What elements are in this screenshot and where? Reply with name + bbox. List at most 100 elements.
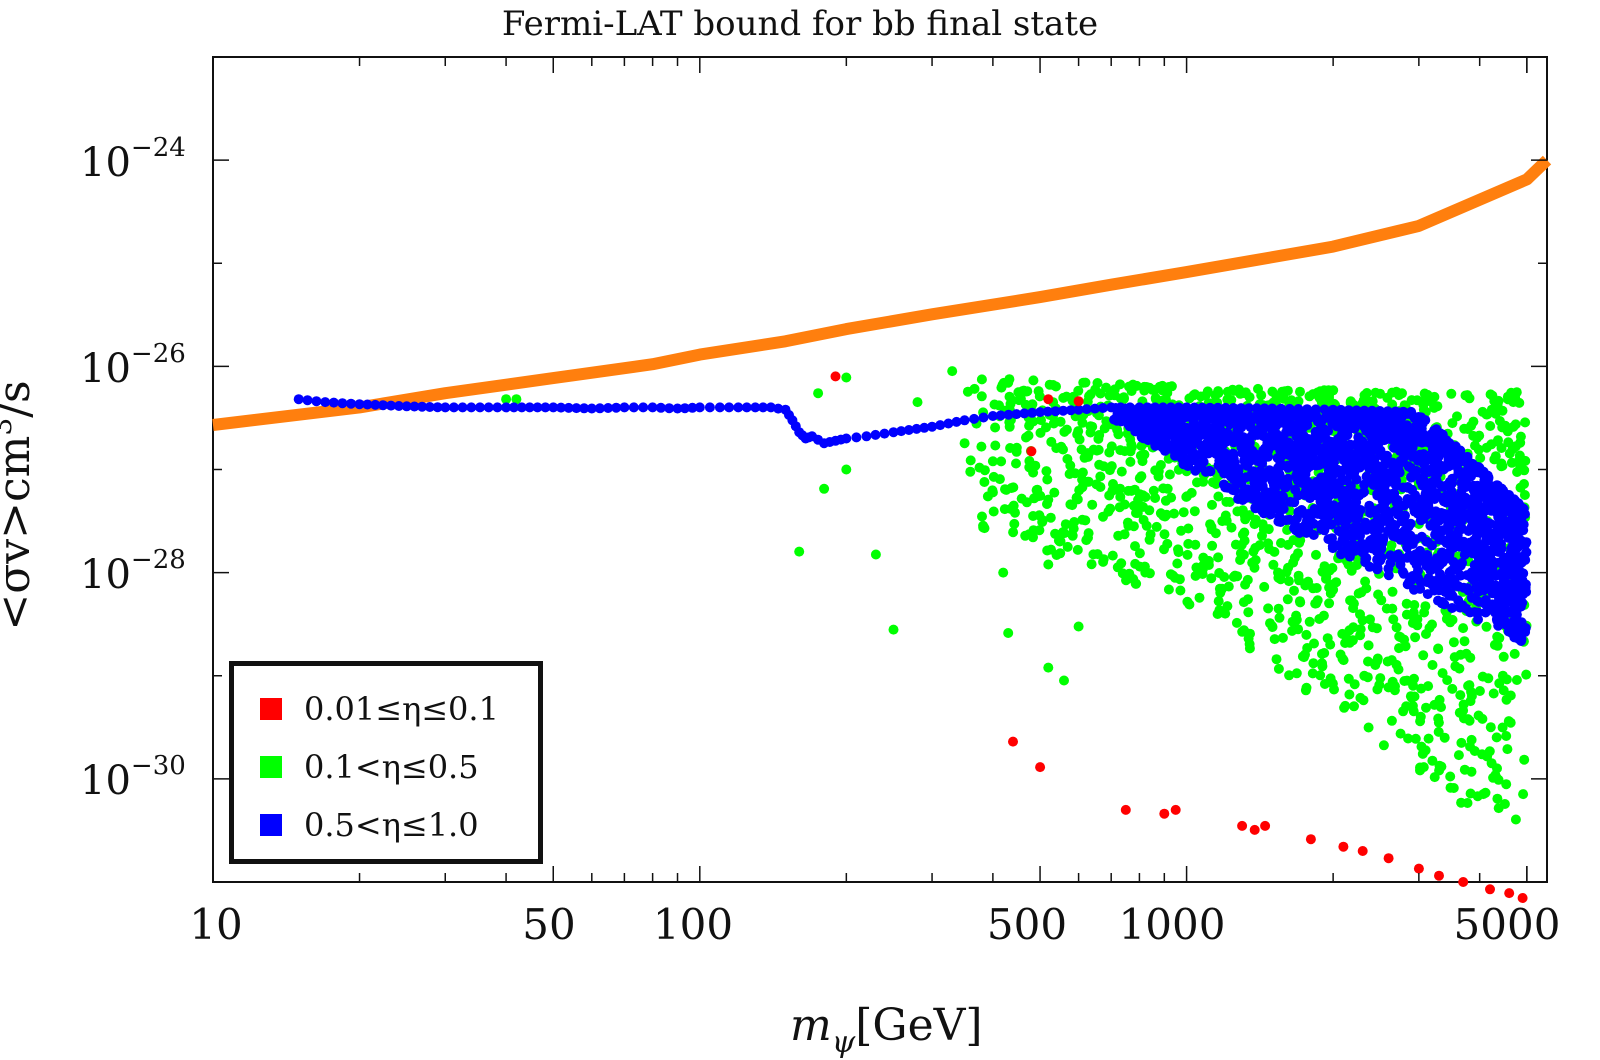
data-point (1343, 405, 1354, 416)
data-point (704, 402, 715, 413)
data-point (935, 420, 946, 431)
data-point (1387, 457, 1398, 468)
data-point (830, 371, 841, 382)
data-point (1203, 560, 1214, 570)
data-point (1110, 484, 1121, 495)
data-point (1293, 570, 1304, 581)
data-point (1499, 615, 1510, 625)
data-point (1403, 461, 1414, 472)
data-point (1382, 450, 1392, 461)
data-point (1007, 395, 1018, 406)
data-point (1330, 540, 1341, 551)
data-point (1456, 737, 1467, 748)
data-point (1376, 595, 1387, 606)
data-point (1198, 476, 1209, 487)
data-point (1125, 456, 1136, 467)
data-point (1220, 608, 1231, 619)
data-point (1159, 808, 1170, 819)
data-point (987, 487, 998, 498)
data-point (1300, 685, 1311, 696)
data-point (1119, 529, 1130, 540)
x-tick-label: 1000 (1118, 900, 1226, 949)
data-point (647, 402, 658, 413)
data-point (1123, 485, 1134, 496)
data-point (1233, 494, 1244, 504)
data-point (1407, 618, 1418, 628)
data-point (1502, 744, 1513, 755)
data-point (1500, 581, 1511, 592)
data-point (1490, 451, 1501, 462)
data-point (1188, 390, 1199, 401)
data-point (1358, 539, 1369, 550)
data-point (1389, 685, 1400, 696)
data-point (1461, 471, 1472, 482)
data-point (1338, 841, 1349, 852)
legend-item-blue: 0.5<η≤1.0 (260, 806, 479, 844)
data-point (1394, 528, 1405, 539)
data-point (714, 402, 725, 413)
data-point (370, 399, 381, 410)
data-point (1137, 456, 1148, 467)
data-point (1059, 426, 1070, 437)
data-point (1150, 402, 1161, 413)
data-point (1107, 389, 1118, 400)
data-point (1473, 552, 1484, 562)
data-point (1402, 552, 1413, 563)
data-point (1449, 578, 1460, 589)
data-point (1407, 442, 1418, 453)
data-point (1042, 545, 1053, 556)
data-point (1496, 486, 1507, 497)
data-point (1213, 491, 1224, 502)
data-point (1273, 567, 1283, 578)
data-point (1465, 788, 1476, 799)
y-axis-label-main: <σv>cm (0, 435, 40, 631)
data-point (1344, 689, 1355, 700)
data-point (1423, 681, 1434, 692)
data-point (1510, 580, 1521, 591)
data-point (912, 397, 923, 408)
data-point (1228, 403, 1239, 413)
data-point (1265, 509, 1276, 520)
data-point (1016, 493, 1027, 504)
data-point (1426, 431, 1437, 442)
data-point (1485, 722, 1496, 733)
data-point (1419, 496, 1430, 506)
data-point (1090, 384, 1101, 395)
data-point (1294, 596, 1305, 607)
data-point (1510, 419, 1521, 430)
data-point (1359, 487, 1369, 497)
data-point (1150, 394, 1161, 405)
data-point (1289, 497, 1300, 508)
data-point (1008, 527, 1019, 538)
data-point (1430, 529, 1441, 540)
data-point (947, 366, 958, 377)
data-point (1492, 519, 1503, 530)
data-point (1349, 545, 1360, 556)
data-point (1483, 561, 1494, 572)
data-point (1459, 636, 1470, 647)
data-point (1446, 455, 1457, 466)
data-point (1417, 476, 1428, 487)
data-point (1077, 482, 1088, 493)
data-point (603, 403, 614, 413)
data-point (1323, 534, 1334, 545)
data-point (1213, 552, 1224, 563)
y-tick-exp: −28 (130, 545, 186, 575)
data-point (1397, 566, 1408, 577)
data-point (1119, 446, 1130, 457)
data-point (1144, 505, 1155, 516)
data-point (1447, 565, 1458, 576)
data-point (1118, 392, 1129, 403)
data-point (1190, 539, 1201, 550)
data-point (1091, 445, 1102, 456)
data-point (1180, 431, 1191, 442)
data-point (571, 403, 582, 414)
data-point (1459, 423, 1470, 434)
data-point (1459, 549, 1470, 560)
data-point (1249, 562, 1260, 573)
data-point (1349, 679, 1360, 690)
data-point (1479, 524, 1490, 535)
data-point (1310, 404, 1321, 415)
data-point (1159, 438, 1169, 449)
data-point (540, 402, 551, 413)
